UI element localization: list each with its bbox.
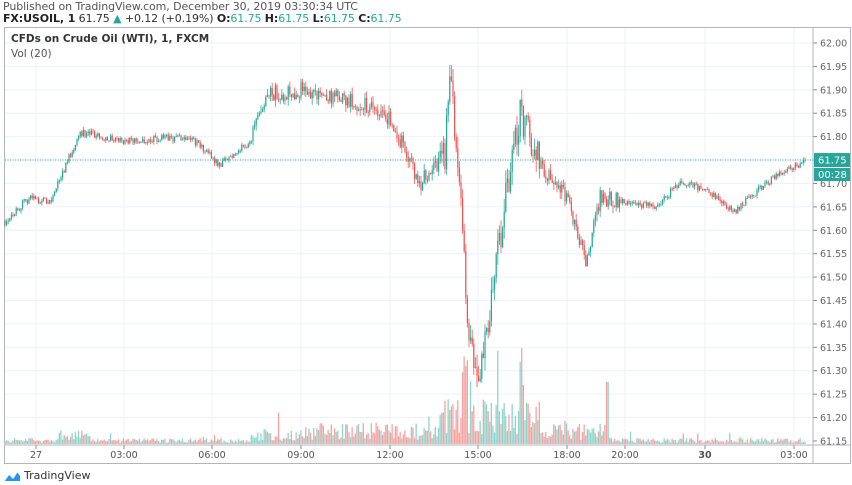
chart-frame[interactable]	[4, 27, 851, 464]
time-tick-label: 03:00	[780, 450, 807, 461]
price-tick-label: 61.30	[820, 366, 847, 377]
price-tick-label: 61.15	[820, 436, 847, 447]
close-value: 61.75	[370, 12, 402, 25]
candlesticks	[4, 65, 806, 387]
tradingview-cloud-icon	[3, 471, 20, 481]
price-tick-label: 61.25	[820, 390, 847, 401]
price-tick-label: 61.50	[820, 273, 847, 284]
published-info: Published on TradingView.com, December 3…	[3, 0, 358, 13]
price-tick-label: 61.35	[820, 343, 847, 354]
price-tick-label: 61.40	[820, 319, 847, 330]
open-value: 61.75	[230, 12, 262, 25]
price-tick-label: 61.70	[820, 179, 847, 190]
symbol-name: FX:USOIL, 1	[3, 12, 76, 25]
time-tick-label: 03:00	[110, 450, 137, 461]
series-title[interactable]: CFDs on Crude Oil (WTI), 1, FXCM	[11, 33, 210, 45]
current-price-label: 61.75	[814, 153, 850, 168]
bar-countdown-label: 00:28	[814, 168, 850, 182]
volume-indicator-label[interactable]: Vol (20)	[11, 48, 52, 60]
price-tick-label: 61.95	[820, 62, 847, 73]
time-tick-label: 27	[30, 450, 42, 461]
tradingview-brand: TradingView	[3, 469, 90, 482]
high-value: 61.75	[278, 12, 310, 25]
time-tick-label: 09:00	[287, 450, 314, 461]
price-tick-label: 62.00	[820, 39, 847, 50]
price-tick-label: 61.60	[820, 226, 847, 237]
change-up-icon: ▲	[113, 12, 122, 25]
price-tick-label: 61.45	[820, 296, 847, 307]
price-tick-label: 61.80	[820, 132, 847, 143]
chart-grid	[5, 28, 813, 445]
chart-axes: 62.00 61.95 61.90 61.85 61.80 61.75 61.70 61.65…	[4, 27, 850, 463]
time-tick-label: 12:00	[376, 450, 403, 461]
time-tick-label: 15:00	[464, 450, 491, 461]
low-label: L:	[312, 12, 324, 25]
time-tick-label: 06:00	[198, 450, 225, 461]
close-label: C:	[358, 12, 371, 25]
price-tick-label: 61.55	[820, 249, 847, 260]
time-tick-label: 20:00	[611, 450, 638, 461]
price-tick-label: 61.90	[820, 85, 847, 96]
chart-legend: CFDs on Crude Oil (WTI), 1, FXCM Vol (20…	[11, 32, 209, 62]
brand-name: TradingView	[24, 469, 91, 482]
volume-bars	[4, 348, 806, 444]
time-tick-label: 30	[698, 450, 712, 461]
price-tick-label: 61.20	[820, 413, 847, 424]
high-label: H:	[264, 12, 279, 25]
time-tick-label: 18:00	[553, 450, 580, 461]
price-tick-label: 61.85	[820, 109, 847, 120]
last-price: 61.75	[78, 12, 110, 25]
low-value: 61.75	[323, 12, 355, 25]
open-label: O:	[216, 12, 231, 25]
price-tick-label: 61.65	[820, 202, 847, 213]
symbol-info-bar: FX:USOIL, 1 61.75 ▲ +0.12 (+0.19%) O:61.…	[3, 12, 402, 25]
svg-text:61.75: 61.75	[818, 156, 847, 167]
price-change: +0.12 (+0.19%)	[124, 12, 214, 25]
svg-text:00:28: 00:28	[818, 170, 847, 181]
